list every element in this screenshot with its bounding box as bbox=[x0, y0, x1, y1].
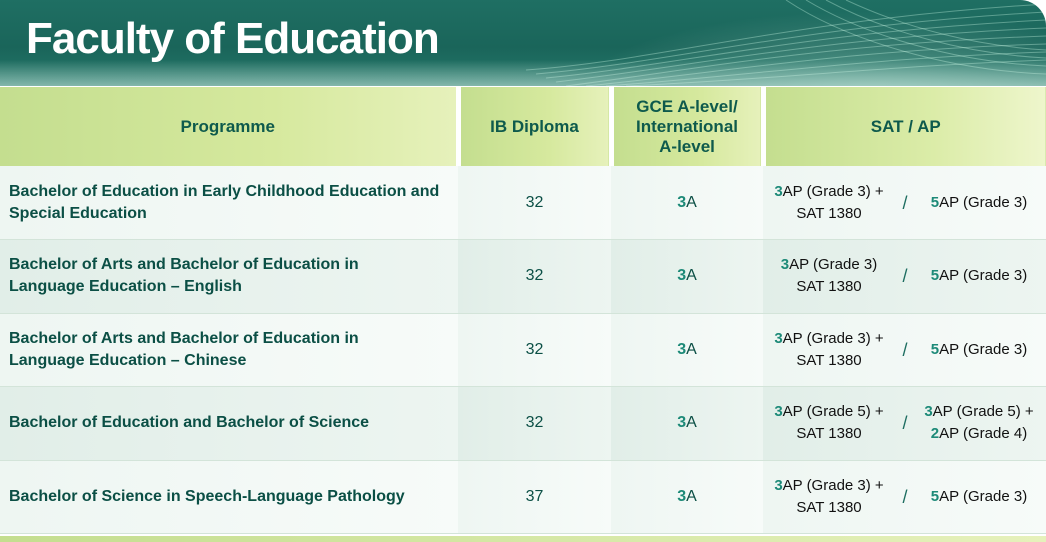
option-separator: / bbox=[902, 486, 908, 507]
ib-diploma-score: 32 bbox=[458, 239, 611, 314]
ib-diploma-score: 32 bbox=[458, 166, 611, 240]
ib-diploma-score: 32 bbox=[458, 313, 611, 387]
gce-requirement: 3A bbox=[611, 386, 763, 461]
sat-option-b: 5AP (Grade 3) bbox=[930, 487, 1028, 505]
sat-option-a: 3AP (Grade 3) + SAT 1380 bbox=[774, 182, 884, 222]
programme-name: Bachelor of Science in Speech-Language P… bbox=[0, 460, 458, 534]
sat-option-a: 3AP (Grade 3) + SAT 1380 bbox=[774, 476, 884, 516]
gce-requirement: 3A bbox=[611, 239, 763, 314]
option-separator: / bbox=[902, 266, 908, 287]
sat-option-b: 3AP (Grade 5) + 2AP (Grade 4) bbox=[924, 403, 1034, 443]
sat-ap-requirement: 3AP (Grade 3) + SAT 1380 / 5AP (Grade 3) bbox=[763, 166, 1046, 240]
sat-option-b: 5AP (Grade 3) bbox=[930, 193, 1028, 211]
banner-fade bbox=[0, 60, 1046, 86]
sat-option-b: 5AP (Grade 3) bbox=[930, 267, 1028, 285]
sat-ap-requirement: 3AP (Grade 3) + SAT 1380 / 5AP (Grade 3) bbox=[763, 460, 1046, 534]
sat-option-a: 3AP (Grade 3) SAT 1380 bbox=[780, 256, 878, 296]
programme-name: Bachelor of Education in Early Childhood… bbox=[0, 166, 458, 240]
option-separator: / bbox=[902, 413, 908, 434]
sat-ap-requirement: 3AP (Grade 5) + SAT 1380 / 3AP (Grade 5)… bbox=[763, 386, 1046, 461]
faculty-banner: Faculty of Education bbox=[0, 0, 1046, 86]
programme-name: Bachelor of Education and Bachelor of Sc… bbox=[0, 386, 458, 461]
option-separator: / bbox=[902, 339, 908, 360]
sat-ap-requirement: 3AP (Grade 3) SAT 1380 / 5AP (Grade 3) bbox=[763, 239, 1046, 314]
column-header-ib-diploma: IB Diploma bbox=[458, 87, 614, 166]
sat-ap-requirement: 3AP (Grade 3) + SAT 1380 / 5AP (Grade 3) bbox=[763, 313, 1046, 387]
table-row: Bachelor of Arts and Bachelor of Educati… bbox=[0, 313, 1046, 387]
sat-option-a: 3AP (Grade 5) + SAT 1380 bbox=[774, 403, 884, 443]
ib-diploma-score: 37 bbox=[458, 460, 611, 534]
programme-name: Bachelor of Arts and Bachelor of Educati… bbox=[0, 239, 458, 314]
gce-requirement: 3A bbox=[611, 460, 763, 534]
table-row: Bachelor of Education and Bachelor of Sc… bbox=[0, 386, 1046, 461]
sat-option-b: 5AP (Grade 3) bbox=[930, 340, 1028, 358]
table-row: Bachelor of Education in Early Childhood… bbox=[0, 166, 1046, 240]
table-header-row: Programme IB Diploma GCE A-level/ Intern… bbox=[0, 87, 1046, 166]
bottom-band bbox=[0, 536, 1046, 542]
gce-requirement: 3A bbox=[611, 166, 763, 240]
gce-requirement: 3A bbox=[611, 313, 763, 387]
page-title: Faculty of Education bbox=[26, 14, 440, 63]
ib-diploma-score: 32 bbox=[458, 386, 611, 461]
programme-name: Bachelor of Arts and Bachelor of Educati… bbox=[0, 313, 458, 387]
table-row: Bachelor of Arts and Bachelor of Educati… bbox=[0, 239, 1046, 314]
column-header-programme: Programme bbox=[0, 87, 461, 166]
table-row: Bachelor of Science in Speech-Language P… bbox=[0, 460, 1046, 534]
sat-option-a: 3AP (Grade 3) + SAT 1380 bbox=[774, 329, 884, 369]
column-header-gce-a-level: GCE A-level/ International A-level bbox=[611, 87, 766, 166]
column-header-sat-ap: SAT / AP bbox=[763, 87, 1046, 166]
option-separator: / bbox=[902, 192, 908, 213]
admission-requirements-table: Programme IB Diploma GCE A-level/ Intern… bbox=[0, 87, 1046, 534]
